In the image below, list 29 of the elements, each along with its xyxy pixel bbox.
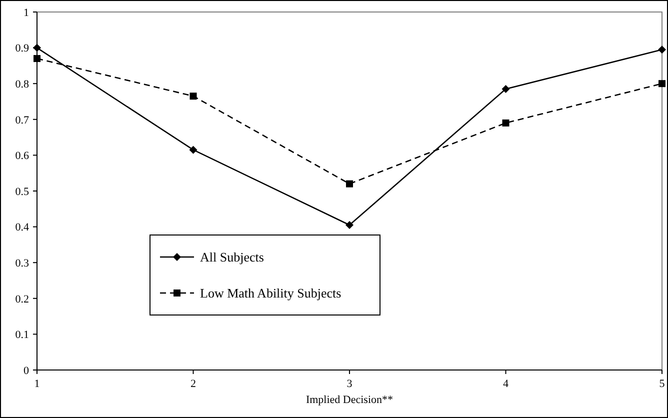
point	[346, 180, 353, 188]
x-axis-title: Implied Decision**	[306, 394, 394, 406]
legend-label: All Subjects	[200, 250, 264, 265]
point	[502, 84, 510, 93]
y-tick-label: 0	[24, 364, 30, 377]
point	[33, 44, 41, 52]
y-tick-label: 0.2	[15, 293, 29, 306]
x-tick-label: 2	[190, 378, 196, 390]
x-tick-label: 5	[659, 378, 666, 390]
point	[190, 92, 197, 100]
y-tick-label: 0.6	[15, 150, 30, 162]
x-tick-label: 1	[34, 378, 40, 390]
y-tick-label: 0.5	[15, 186, 30, 198]
legend-label: Low Math Ability Subjects	[200, 286, 342, 301]
y-tick-label: 0.1	[15, 329, 29, 342]
y-tick-label: 0.4	[15, 222, 30, 234]
y-tick-label: 0.7	[15, 114, 30, 126]
y-tick-label: 0.3	[15, 257, 30, 270]
point	[502, 119, 510, 126]
y-tick-label: 1	[24, 6, 29, 19]
point	[189, 146, 198, 154]
y-tick-label: 0.8	[15, 78, 30, 90]
x-tick-label: 3	[346, 378, 353, 390]
y-tick-label: 0.9	[15, 42, 30, 55]
point	[346, 221, 354, 230]
point	[658, 80, 666, 88]
x-tick-label: 4	[503, 378, 509, 390]
point	[34, 55, 40, 62]
point	[658, 46, 666, 54]
